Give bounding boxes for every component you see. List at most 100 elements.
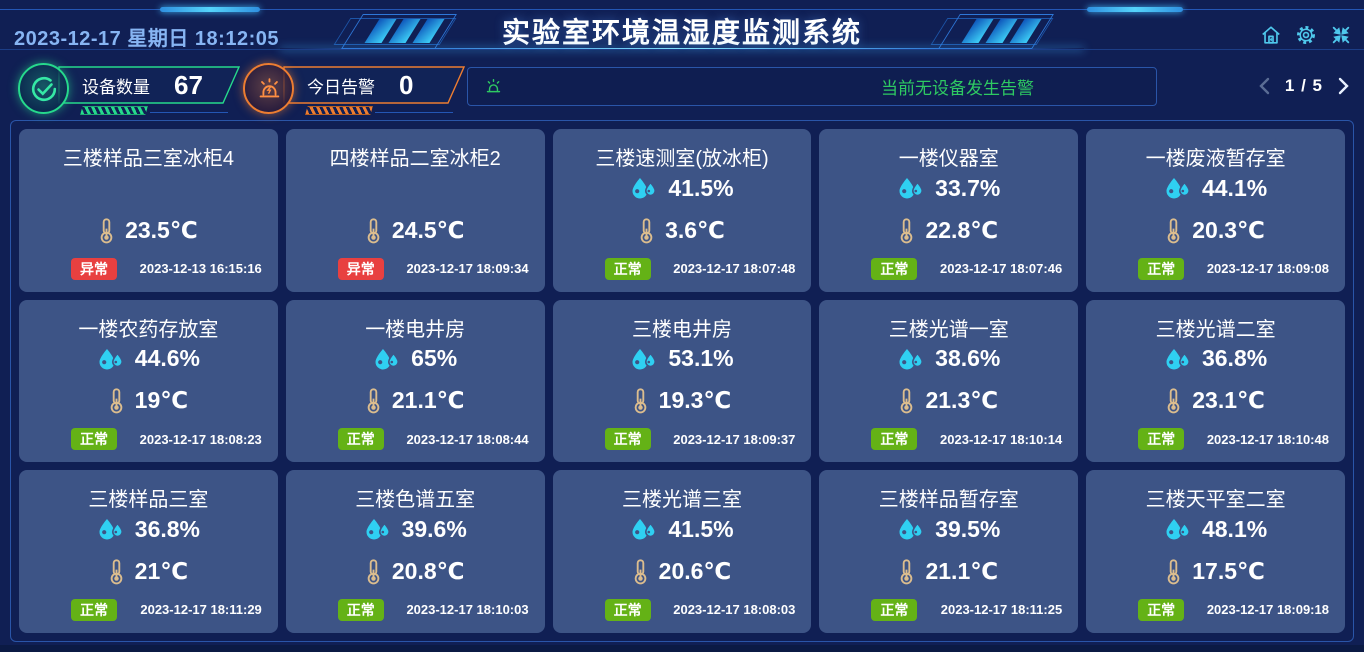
temperature-value: 17.5℃ xyxy=(1192,557,1265,584)
status-badge: 正常 xyxy=(1138,257,1185,280)
card-footer: 正常 2023-12-17 18:10:14 xyxy=(871,428,1062,451)
temperature-icon xyxy=(1166,387,1181,414)
temperature-value: 21℃ xyxy=(134,557,189,584)
room-name: 三楼色谱五室 xyxy=(355,489,476,512)
card-footer: 正常 2023-12-17 18:09:37 xyxy=(604,428,796,451)
device-card[interactable]: 三楼色谱五室 39.6% 20.8℃ xyxy=(285,470,545,633)
device-card[interactable]: 三楼速测室(放冰柜) 41.5% 3.6℃ xyxy=(552,129,812,292)
timestamp: 2023-12-17 18:09:18 xyxy=(1206,602,1329,618)
humidity-row: 39.6% xyxy=(286,514,545,544)
timestamp: 2023-12-17 18:11:29 xyxy=(140,602,262,618)
temperature-icon xyxy=(1166,558,1181,585)
room-name: 一楼农药存放室 xyxy=(78,318,219,341)
temperature-icon xyxy=(109,558,124,585)
humidity-icon xyxy=(97,347,124,371)
timestamp: 2023-12-17 18:07:48 xyxy=(673,261,796,277)
status-badge: 正常 xyxy=(71,428,117,451)
humidity-value: 38.6% xyxy=(935,345,1001,372)
humidity-row: 39.5% xyxy=(819,514,1078,544)
fullscreen-icon[interactable] xyxy=(1330,24,1352,46)
humidity-value: 44.6% xyxy=(134,345,200,372)
humidity-row: 41.5% xyxy=(553,514,812,544)
temperature-value: 3.6℃ xyxy=(665,216,725,243)
gear-icon[interactable] xyxy=(1295,24,1317,46)
timestamp: 2023-12-17 18:09:08 xyxy=(1206,261,1329,277)
temperature-icon xyxy=(366,217,381,244)
temperature-row: 3.6℃ xyxy=(553,215,812,245)
status-badge: 正常 xyxy=(1138,428,1185,451)
room-name: 一楼电井房 xyxy=(365,318,466,341)
room-name: 一楼仪器室 xyxy=(898,148,999,170)
status-badge: 正常 xyxy=(871,428,918,451)
room-name: 三楼样品三室冰柜4 xyxy=(62,148,234,170)
card-footer: 正常 2023-12-17 18:07:46 xyxy=(871,257,1063,280)
device-widget-tail xyxy=(150,112,228,113)
alarm-count-value: 0 xyxy=(399,69,414,100)
temperature-value: 24.5℃ xyxy=(391,216,465,243)
status-badge: 异常 xyxy=(71,257,117,280)
header: 2023-12-17 星期日 18:12:05 实验室环境温湿度监测系统 xyxy=(0,0,1364,56)
status-badge: 异常 xyxy=(337,257,384,280)
humidity-value: 39.6% xyxy=(401,515,467,542)
home-icon[interactable] xyxy=(1260,24,1282,46)
humidity-value: 39.5% xyxy=(935,515,1001,542)
device-card[interactable]: 一楼仪器室 33.7% 22.8℃ xyxy=(819,129,1079,292)
device-widget-hatch xyxy=(80,106,148,115)
temperature-row: 21.1℃ xyxy=(286,386,545,416)
card-footer: 正常 2023-12-17 18:08:03 xyxy=(604,598,796,621)
device-card[interactable]: 一楼电井房 65% 21.1℃ xyxy=(285,299,545,463)
timestamp: 2023-12-17 18:08:44 xyxy=(406,431,529,447)
status-badge: 正常 xyxy=(604,428,651,451)
device-card[interactable]: 一楼农药存放室 44.6% 19℃ xyxy=(19,299,278,463)
humidity-value: 36.8% xyxy=(134,515,200,542)
timestamp: 2023-12-17 18:08:03 xyxy=(673,602,796,618)
alarm-widget-hatch xyxy=(305,106,373,115)
status-badge: 正常 xyxy=(71,598,117,621)
device-card[interactable]: 三楼光谱三室 41.5% 20.6℃ xyxy=(552,470,812,633)
device-card[interactable]: 三楼天平室二室 48.1% 17.5℃ xyxy=(1086,470,1345,633)
temperature-row: 20.8℃ xyxy=(286,556,545,586)
room-name: 三楼速测室(放冰柜) xyxy=(595,148,769,170)
device-count-label: 设备数量 xyxy=(82,77,150,97)
banner-siren-icon xyxy=(484,77,503,96)
device-card[interactable]: 一楼废液暂存室 44.1% 20.3℃ xyxy=(1086,129,1345,292)
card-footer: 异常 2023-12-17 18:09:34 xyxy=(337,257,529,280)
timestamp: 2023-12-17 18:09:37 xyxy=(673,431,796,447)
humidity-icon xyxy=(1164,517,1191,541)
temperature-row: 21.1℃ xyxy=(819,556,1078,586)
device-card[interactable]: 四楼样品二室冰柜2 24.5℃ xyxy=(285,129,545,292)
alarm-count-label: 今日告警 xyxy=(307,77,375,97)
temperature-row: 24.5℃ xyxy=(286,215,545,245)
device-card[interactable]: 三楼样品三室冰柜4 23.5℃ xyxy=(19,129,278,292)
room-name: 三楼光谱二室 xyxy=(1155,318,1276,341)
device-count-value: 67 xyxy=(174,69,203,100)
next-page-button[interactable] xyxy=(1338,77,1350,95)
device-card[interactable]: 三楼光谱一室 38.6% 21.3℃ xyxy=(819,299,1079,463)
device-card[interactable]: 三楼电井房 53.1% 19.3℃ xyxy=(552,299,812,463)
humidity-value: 41.5% xyxy=(668,174,734,201)
bottom-strip xyxy=(0,645,1364,652)
temperature-row: 21℃ xyxy=(19,556,278,586)
humidity-icon xyxy=(897,176,924,200)
temperature-icon xyxy=(899,217,914,244)
temperature-value: 22.8℃ xyxy=(925,216,999,243)
pagination: 1 / 5 xyxy=(1258,76,1350,96)
header-top-line xyxy=(0,9,1364,10)
prev-page-button[interactable] xyxy=(1258,77,1270,95)
alert-banner-message: 当前无设备发生告警 xyxy=(881,79,1034,98)
room-name: 三楼电井房 xyxy=(631,318,732,341)
alarm-siren-icon xyxy=(243,63,294,114)
status-badge: 正常 xyxy=(337,598,384,621)
card-footer: 正常 2023-12-17 18:10:48 xyxy=(1138,428,1329,451)
timestamp: 2023-12-17 18:10:48 xyxy=(1206,431,1329,447)
humidity-icon xyxy=(630,517,657,541)
temperature-value: 20.6℃ xyxy=(658,557,732,584)
device-card[interactable]: 三楼样品暂存室 39.5% 21.1℃ xyxy=(819,470,1079,633)
temperature-icon xyxy=(639,217,654,244)
device-card[interactable]: 三楼样品三室 36.8% 21℃ xyxy=(19,470,278,633)
header-bottom-line xyxy=(0,49,1364,50)
device-card[interactable]: 三楼光谱二室 36.8% 23.1℃ xyxy=(1086,299,1345,463)
timestamp: 2023-12-17 18:07:46 xyxy=(940,261,1063,277)
room-name: 三楼光谱一室 xyxy=(888,318,1009,341)
temperature-icon xyxy=(99,217,114,244)
